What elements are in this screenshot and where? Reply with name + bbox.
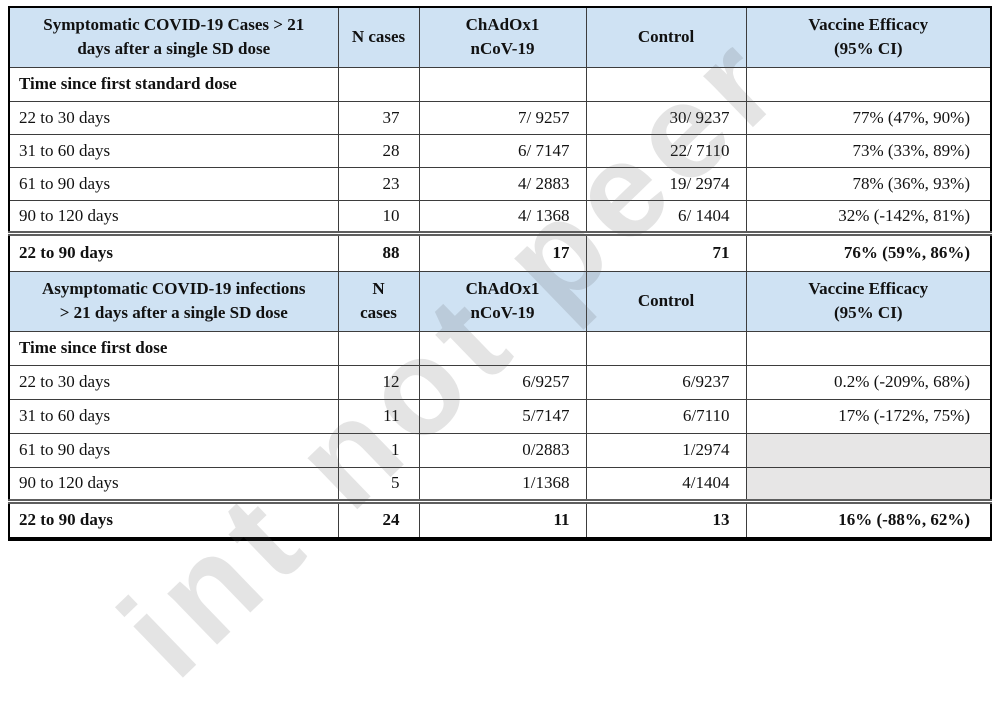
vaccine-value: 7/ 9257 (418, 100, 587, 135)
empty-cell (418, 330, 587, 366)
header-row-symptomatic: Symptomatic COVID-19 Cases > 21 days aft… (8, 6, 992, 68)
header-asymptomatic-title: Asymptomatic COVID-19 infections > 21 da… (8, 270, 339, 332)
n-cases-value: 1 (337, 432, 420, 468)
header-vaccine-efficacy: Vaccine Efficacy (95% CI) (745, 270, 992, 332)
n-cases-value: 12 (337, 364, 420, 400)
header-n-cases: N cases (337, 6, 420, 68)
control-value: 4/1404 (585, 466, 747, 502)
table-row: 31 to 60 days 28 6/ 7147 22/ 7110 73% (3… (8, 133, 992, 168)
table-row: 90 to 120 days 5 1/1368 4/1404 (8, 466, 992, 502)
header-n-cases: N cases (337, 270, 420, 332)
n-cases-value: 23 (337, 166, 420, 201)
header-chadox1: ChAdOx1 nCoV-19 (418, 6, 587, 68)
summary-efficacy: 76% (59%, 86%) (745, 230, 992, 272)
control-value: 22/ 7110 (585, 133, 747, 168)
summary-efficacy: 16% (-88%, 62%) (745, 498, 992, 540)
efficacy-value: 73% (33%, 89%) (745, 133, 992, 168)
row-label: 90 to 120 days (8, 199, 339, 234)
subheader-label: Time since first standard dose (8, 66, 339, 102)
summary-row-asymptomatic: 22 to 90 days 24 11 13 16% (-88%, 62%) (8, 498, 992, 540)
header-control: Control (585, 270, 747, 332)
n-cases-value: 28 (337, 133, 420, 168)
empty-cell (585, 66, 747, 102)
table-row: 22 to 30 days 37 7/ 9257 30/ 9237 77% (4… (8, 100, 992, 135)
row-label: 22 to 30 days (8, 100, 339, 135)
efficacy-value: 17% (-172%, 75%) (745, 398, 992, 434)
subheader-row-time-since-first-standard-dose: Time since first standard dose (8, 66, 992, 102)
control-value: 6/9237 (585, 364, 747, 400)
empty-cell (337, 330, 420, 366)
summary-control: 71 (585, 230, 747, 272)
efficacy-value: 32% (-142%, 81%) (745, 199, 992, 234)
summary-control: 13 (585, 498, 747, 540)
row-label: 61 to 90 days (8, 166, 339, 201)
summary-n-cases: 88 (337, 230, 420, 272)
efficacy-value: 78% (36%, 93%) (745, 166, 992, 201)
vaccine-value: 6/ 7147 (418, 133, 587, 168)
empty-cell (745, 66, 992, 102)
summary-vaccine: 17 (418, 230, 587, 272)
subheader-label: Time since first dose (8, 330, 339, 366)
n-cases-value: 11 (337, 398, 420, 434)
control-value: 1/2974 (585, 432, 747, 468)
empty-cell (585, 330, 747, 366)
header-control: Control (585, 6, 747, 68)
header-title-line2: > 21 days after a single SD dose (59, 303, 288, 322)
header-symptomatic-title: Symptomatic COVID-19 Cases > 21 days aft… (8, 6, 339, 68)
empty-cell (745, 330, 992, 366)
empty-cell (337, 66, 420, 102)
table-row: 61 to 90 days 1 0/2883 1/2974 (8, 432, 992, 468)
summary-label: 22 to 90 days (8, 498, 339, 540)
subheader-row-time-since-first-dose: Time since first dose (8, 330, 992, 366)
control-value: 6/7110 (585, 398, 747, 434)
table-row: 61 to 90 days 23 4/ 2883 19/ 2974 78% (3… (8, 166, 992, 201)
table-row: 31 to 60 days 11 5/7147 6/7110 17% (-172… (8, 398, 992, 434)
efficacy-value: 0.2% (-209%, 68%) (745, 364, 992, 400)
table-row: 22 to 30 days 12 6/9257 6/9237 0.2% (-20… (8, 364, 992, 400)
row-label: 31 to 60 days (8, 133, 339, 168)
row-label: 31 to 60 days (8, 398, 339, 434)
vaccine-value: 0/2883 (418, 432, 587, 468)
control-value: 19/ 2974 (585, 166, 747, 201)
table-row: 90 to 120 days 10 4/ 1368 6/ 1404 32% (-… (8, 199, 992, 234)
header-chadox1: ChAdOx1 nCoV-19 (418, 270, 587, 332)
vaccine-value: 4/ 2883 (418, 166, 587, 201)
row-label: 90 to 120 days (8, 466, 339, 502)
summary-row-symptomatic: 22 to 90 days 88 17 71 76% (59%, 86%) (8, 230, 992, 272)
vaccine-efficacy-table: Symptomatic COVID-19 Cases > 21 days aft… (8, 6, 992, 541)
efficacy-value: 77% (47%, 90%) (745, 100, 992, 135)
n-cases-value: 5 (337, 466, 420, 502)
summary-n-cases: 24 (337, 498, 420, 540)
header-title-line2: days after a single SD dose (77, 39, 271, 59)
vaccine-value: 5/7147 (418, 398, 587, 434)
summary-label: 22 to 90 days (8, 230, 339, 272)
empty-cell (418, 66, 587, 102)
header-title-line1: Asymptomatic COVID-19 infections (42, 278, 306, 298)
vaccine-value: 1/1368 (418, 466, 587, 502)
n-cases-value: 10 (337, 199, 420, 234)
vaccine-value: 6/9257 (418, 364, 587, 400)
n-cases-value: 37 (337, 100, 420, 135)
header-vaccine-efficacy: Vaccine Efficacy (95% CI) (745, 6, 992, 68)
row-label: 22 to 30 days (8, 364, 339, 400)
efficacy-empty-cell (745, 466, 992, 502)
control-value: 30/ 9237 (585, 100, 747, 135)
vaccine-value: 4/ 1368 (418, 199, 587, 234)
summary-vaccine: 11 (418, 498, 587, 540)
efficacy-empty-cell (745, 432, 992, 468)
header-title-line1: Symptomatic COVID-19 Cases > 21 (43, 15, 305, 35)
control-value: 6/ 1404 (585, 199, 747, 234)
header-row-asymptomatic: Asymptomatic COVID-19 infections > 21 da… (8, 270, 992, 332)
row-label: 61 to 90 days (8, 432, 339, 468)
